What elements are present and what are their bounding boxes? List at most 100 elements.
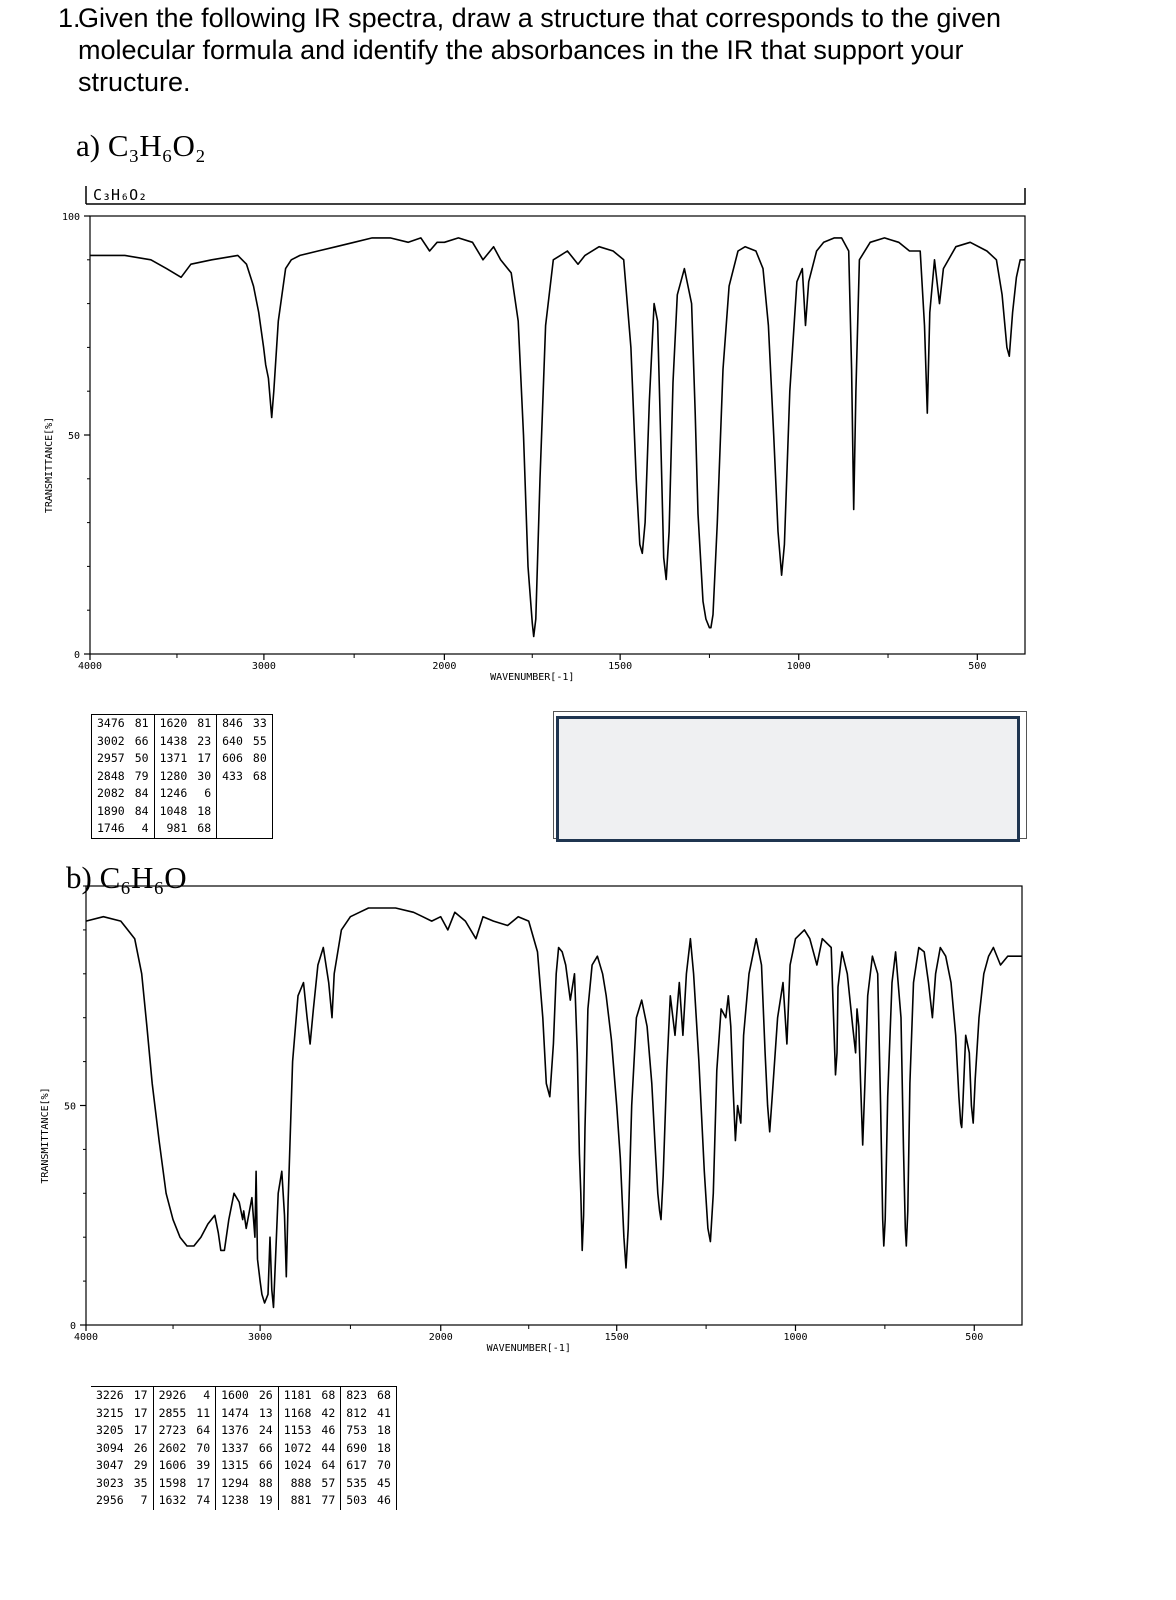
peak-wavenumber xyxy=(217,820,248,838)
y-tick-label: 50 xyxy=(68,431,80,442)
x-axis-label: WAVENUMBER[-1] xyxy=(490,672,574,683)
peak-row: 2956 7 1632 74 1238 19 881 77 503 46 xyxy=(91,1492,396,1510)
x-tick-label: 4000 xyxy=(78,661,102,672)
part-a-label: a) C₃H₆O₂ xyxy=(76,128,206,163)
peak-transmittance xyxy=(248,820,272,838)
peak-wavenumber: 1072 xyxy=(283,1440,312,1455)
y-tick-label: 0 xyxy=(70,1321,76,1332)
peak-transmittance: 70 xyxy=(191,1439,217,1457)
peak-wavenumber: 1337 xyxy=(221,1440,249,1455)
title-bar-frame xyxy=(85,186,1026,205)
peak-transmittance: 46 xyxy=(316,1422,342,1440)
peak-wavenumber: 888 xyxy=(290,1475,312,1490)
peak-wavenumber: 433 xyxy=(222,768,243,783)
peak-transmittance: 46 xyxy=(377,1493,391,1507)
peak-row: 3023 35 1598 17 1294 88 888 57 535 45 xyxy=(91,1474,396,1492)
peak-wavenumber: 881 xyxy=(290,1493,312,1507)
peak-transmittance: 7 xyxy=(128,1492,154,1510)
x-tick-label: 2000 xyxy=(432,661,456,672)
peak-row: 2082 84 1246 6 xyxy=(92,785,273,803)
peak-transmittance: 4 xyxy=(191,1386,217,1405)
peak-wavenumber: 606 xyxy=(222,751,243,765)
peak-wavenumber: 617 xyxy=(346,1458,368,1472)
peak-wavenumber: 3226 xyxy=(96,1388,124,1402)
peak-table-b: 3226 17 2926 4 1600 26 1181 68 823 68 3215 17 2855 11… xyxy=(91,1386,397,1510)
peak-transmittance: 45 xyxy=(377,1475,391,1490)
peak-transmittance: 13 xyxy=(253,1404,279,1422)
peak-transmittance: 4 xyxy=(129,820,155,838)
peak-wavenumber: 3047 xyxy=(96,1458,124,1472)
peak-row: 3205 17 2723 64 1376 24 1153 46 753 18 xyxy=(91,1422,396,1440)
peak-transmittance xyxy=(248,785,272,803)
peak-transmittance: 24 xyxy=(253,1422,279,1440)
peak-wavenumber: 3094 xyxy=(96,1440,124,1455)
peak-row: 3215 17 2855 11 1474 13 1168 42 812 41 xyxy=(91,1404,396,1422)
peak-row: 1890 84 1048 18 xyxy=(92,802,273,820)
peak-transmittance: 17 xyxy=(128,1386,154,1405)
peak-row: 1746 4 981 68 xyxy=(92,820,273,838)
peak-transmittance: 17 xyxy=(191,1474,217,1492)
peak-wavenumber: 1280 xyxy=(159,768,188,783)
peak-wavenumber: 1746 xyxy=(97,821,125,835)
peak-transmittance: 88 xyxy=(253,1474,279,1492)
x-tick-label: 4000 xyxy=(74,1332,98,1343)
chart-title: C₃H₆O₂ xyxy=(93,186,147,204)
peak-transmittance: 64 xyxy=(191,1422,217,1440)
peak-transmittance: 26 xyxy=(253,1386,279,1405)
x-tick-label: 1000 xyxy=(787,661,811,672)
peak-wavenumber: 2855 xyxy=(158,1405,187,1420)
peak-row: 2848 79 1280 30 433 68 xyxy=(92,767,273,785)
y-tick-label: 0 xyxy=(74,650,80,661)
peak-transmittance: 39 xyxy=(191,1457,217,1475)
peak-transmittance: 11 xyxy=(191,1404,217,1422)
x-tick-label: 1500 xyxy=(605,1332,629,1343)
peak-transmittance: 77 xyxy=(316,1492,342,1510)
plot-frame xyxy=(85,885,1023,1326)
peak-wavenumber: 3023 xyxy=(96,1475,124,1490)
peak-wavenumber: 981 xyxy=(166,821,188,835)
peak-transmittance: 55 xyxy=(252,733,267,748)
peak-wavenumber: 640 xyxy=(222,733,243,748)
peak-wavenumber: 1376 xyxy=(221,1423,249,1437)
peak-transmittance: 29 xyxy=(128,1457,154,1475)
peak-transmittance: 23 xyxy=(192,732,218,750)
peak-wavenumber: 535 xyxy=(346,1475,368,1490)
peak-wavenumber: 503 xyxy=(346,1493,368,1507)
peak-row: 3002 66 1438 23 640 55 xyxy=(92,732,273,750)
peak-transmittance: 41 xyxy=(377,1405,391,1420)
peak-wavenumber: 1168 xyxy=(283,1405,312,1420)
x-tick-label: 1000 xyxy=(783,1332,807,1343)
peak-wavenumber: 2602 xyxy=(158,1440,187,1455)
spectrum-line xyxy=(90,237,1025,638)
peak-transmittance: 17 xyxy=(128,1404,154,1422)
peak-wavenumber: 846 xyxy=(222,716,243,730)
peak-transmittance: 84 xyxy=(129,802,155,820)
peak-wavenumber: 1890 xyxy=(97,803,125,818)
peak-transmittance: 57 xyxy=(316,1474,342,1492)
peak-transmittance: 66 xyxy=(253,1439,279,1457)
peak-wavenumber: 2926 xyxy=(158,1388,187,1402)
peak-wavenumber: 1315 xyxy=(221,1458,249,1472)
peak-wavenumber: 1246 xyxy=(159,786,188,800)
peak-transmittance: 79 xyxy=(129,767,155,785)
answer-box[interactable] xyxy=(556,716,1020,842)
peak-transmittance: 18 xyxy=(377,1423,391,1437)
peak-table-a: 3476 81 1620 81 846 33 3002 66 1438 23 640 55 2957 50… xyxy=(91,714,273,839)
peak-transmittance: 18 xyxy=(192,802,218,820)
peak-transmittance: 50 xyxy=(129,750,155,768)
peak-wavenumber: 1600 xyxy=(221,1388,249,1402)
peak-transmittance: 68 xyxy=(377,1388,391,1402)
peak-wavenumber: 3476 xyxy=(97,716,125,730)
peak-wavenumber: 1371 xyxy=(159,751,188,765)
peak-transmittance: 35 xyxy=(128,1474,154,1492)
peak-transmittance: 17 xyxy=(192,750,218,768)
peak-wavenumber: 823 xyxy=(346,1388,368,1402)
peak-transmittance: 81 xyxy=(192,714,218,733)
peak-transmittance: 66 xyxy=(253,1457,279,1475)
peak-row: 3047 29 1606 39 1315 66 1024 64 617 70 xyxy=(91,1457,396,1475)
peak-transmittance: 19 xyxy=(253,1492,279,1510)
peak-wavenumber: 3215 xyxy=(96,1405,124,1420)
peak-wavenumber: 753 xyxy=(346,1423,368,1437)
